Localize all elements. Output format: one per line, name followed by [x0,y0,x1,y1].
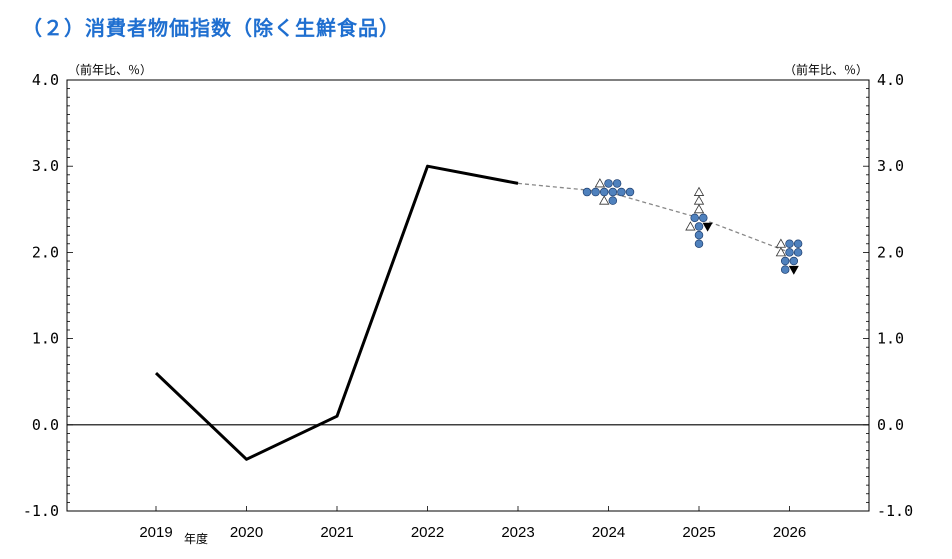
forecast-circle-marker [780,256,790,266]
y-tick-label-left: 3.0 [32,157,59,175]
series [154,164,790,461]
forecast-circle-marker [582,187,592,197]
y-tick-label-left: 4.0 [32,71,59,89]
y-tick-label-right: 1.0 [877,330,904,348]
forecast-circle-marker [617,187,626,197]
y-tick-label-right: 4.0 [877,71,904,89]
axes: -1.0 -1.0 0.0 0.0 1.0 1.0 2.0 2.0 3.0 3.0 4.0 4.0 20… [23,71,913,541]
forecast-triangle-up-marker [594,178,606,188]
forecast-circle-marker [780,265,790,274]
y-tick-label-left: 1.0 [32,330,59,348]
x-tick-label: 2020 [230,524,263,541]
forecast-triangle-up-marker [693,186,705,196]
forecast-circle-marker [608,196,618,205]
forecast-circle-marker [612,179,622,188]
labels: （前年比、％） （前年比、％） 年度 [68,62,868,546]
forecast-circle-marker [591,187,600,197]
x-tick-label: 2022 [411,524,444,541]
forecast-median-line [517,182,790,254]
y-tick-label-right: 0.0 [877,416,904,434]
forecast-triangle-down-marker [788,265,799,275]
forecast-triangle-up-marker [599,195,610,205]
actual-line [154,164,519,461]
forecast-triangle-down-marker [702,222,713,232]
forecast-markers [582,178,803,275]
unit-label-right: （前年比、％） [784,62,868,77]
forecast-circle-marker [793,239,803,249]
forecast-triangle-up-marker [693,195,705,205]
y-tick-label-left: 0.0 [32,416,59,434]
forecast-circle-marker [608,187,618,197]
forecast-circle-marker [789,256,799,266]
forecast-triangle-up-marker [775,238,787,248]
y-tick-label-right: -1.0 [877,502,913,520]
x-tick-label: 2021 [320,524,353,541]
forecast-circle-marker [694,239,704,249]
page-title: （２）消費者物価指数（除く生鮮食品） [22,16,400,40]
forecast-circle-marker [604,179,613,188]
x-tick-label: 2024 [592,524,625,541]
x-tick-label: 2023 [501,524,534,541]
forecast-circle-marker [793,248,803,257]
forecast-circle-marker [694,230,704,240]
forecast-circle-marker [690,213,699,223]
y-tick-label-left: -1.0 [23,502,59,520]
forecast-circle-marker [785,248,794,257]
x-tick-label: 2026 [773,524,806,541]
forecast-triangle-up-marker [775,247,787,257]
unit-label-left: （前年比、％） [68,62,152,77]
forecast-triangle-up-marker [693,203,705,214]
x-tick-label: 2019 [139,524,172,541]
y-tick-label-left: 2.0 [32,243,59,261]
forecast-circle-marker [625,187,635,197]
x-tick-label: 2025 [682,524,715,541]
x-axis-label: 年度 [184,531,208,546]
forecast-circle-marker [785,239,794,249]
y-tick-label-right: 3.0 [877,157,904,175]
forecast-circle-marker [694,222,704,231]
forecast-triangle-up-marker [685,221,696,231]
forecast-circle-marker [699,213,708,223]
plot-frame [66,79,870,512]
y-tick-label-right: 2.0 [877,243,904,261]
forecast-circle-marker [599,187,609,197]
